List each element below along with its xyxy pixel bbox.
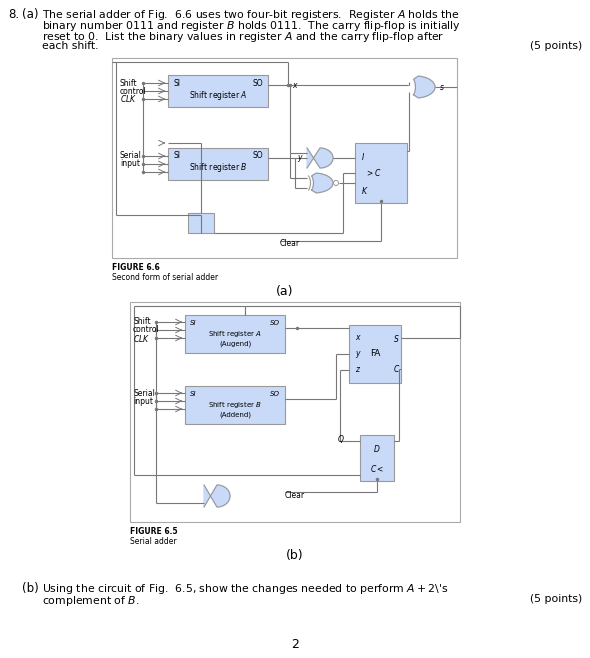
Text: $y$: $y$ xyxy=(355,349,362,359)
Bar xyxy=(185,386,285,424)
Text: reset to 0.  List the binary values in register $A$ and the carry flip-flop afte: reset to 0. List the binary values in re… xyxy=(42,30,444,44)
Bar xyxy=(130,302,460,522)
Text: Serial: Serial xyxy=(133,388,155,397)
Text: $C$: $C$ xyxy=(393,363,400,374)
Text: $y$: $y$ xyxy=(297,153,304,163)
Polygon shape xyxy=(414,76,435,98)
Text: $Q$: $Q$ xyxy=(337,433,345,445)
Bar xyxy=(360,435,394,481)
Text: $K$: $K$ xyxy=(361,184,369,195)
Text: (a): (a) xyxy=(22,8,38,21)
Text: $s$: $s$ xyxy=(439,82,445,91)
Text: FA: FA xyxy=(370,349,380,359)
Text: $x$: $x$ xyxy=(355,334,362,343)
Text: binary number 0111 and register $B$ holds 0111.  The carry flip-flop is initiall: binary number 0111 and register $B$ hold… xyxy=(42,19,461,33)
Text: (Addend): (Addend) xyxy=(219,412,251,418)
Text: FIGURE 6.6: FIGURE 6.6 xyxy=(112,263,160,272)
Text: SO: SO xyxy=(270,320,280,326)
Text: $>C$: $>C$ xyxy=(365,168,382,178)
Text: FIGURE 6.5: FIGURE 6.5 xyxy=(130,528,178,536)
Text: $x$: $x$ xyxy=(292,80,299,89)
Text: SI: SI xyxy=(190,320,196,326)
Text: Clear: Clear xyxy=(280,240,300,249)
Text: Clear: Clear xyxy=(285,490,305,499)
Circle shape xyxy=(333,180,339,186)
Text: Shift register $A$: Shift register $A$ xyxy=(189,88,247,101)
Text: (b): (b) xyxy=(286,549,304,563)
Text: $S$: $S$ xyxy=(393,332,399,343)
Text: (b): (b) xyxy=(22,582,39,595)
Text: Shift: Shift xyxy=(120,78,137,88)
Text: Shift register $A$: Shift register $A$ xyxy=(208,329,262,339)
Text: each shift.: each shift. xyxy=(42,41,99,51)
Text: SO: SO xyxy=(270,391,280,397)
Text: SI: SI xyxy=(190,391,196,397)
Text: $CLK$: $CLK$ xyxy=(120,93,137,105)
Text: control: control xyxy=(133,326,160,334)
Text: Serial adder: Serial adder xyxy=(130,536,176,545)
Text: $CLK$: $CLK$ xyxy=(133,332,150,343)
Bar xyxy=(185,315,285,353)
Text: Using the circuit of Fig.  6.5, show the changes needed to perform $A + 2$\'s: Using the circuit of Fig. 6.5, show the … xyxy=(42,582,448,596)
Bar xyxy=(355,143,407,203)
Text: 8.: 8. xyxy=(8,8,19,21)
Polygon shape xyxy=(307,148,333,168)
Text: SI: SI xyxy=(173,78,180,88)
Text: $z$: $z$ xyxy=(355,365,361,374)
Text: Shift register $B$: Shift register $B$ xyxy=(189,161,247,174)
Text: (a): (a) xyxy=(276,286,293,299)
Text: $C<$: $C<$ xyxy=(370,463,384,474)
Text: (Augend): (Augend) xyxy=(219,341,251,347)
Text: input: input xyxy=(133,397,153,405)
Text: (5 points): (5 points) xyxy=(530,41,582,51)
Text: SO: SO xyxy=(253,78,263,88)
Text: SI: SI xyxy=(173,151,180,161)
Text: The serial adder of Fig.  6.6 uses two four-bit registers.  Register $A$ holds t: The serial adder of Fig. 6.6 uses two fo… xyxy=(42,8,460,22)
Text: Shift: Shift xyxy=(133,318,150,326)
Polygon shape xyxy=(312,173,333,193)
Text: Shift register $B$: Shift register $B$ xyxy=(208,400,262,410)
Text: 2: 2 xyxy=(291,638,299,651)
Text: input: input xyxy=(120,159,140,168)
Bar xyxy=(112,58,457,258)
Bar xyxy=(188,213,214,233)
Text: SO: SO xyxy=(253,151,263,161)
Text: $I$: $I$ xyxy=(361,151,365,163)
Text: $D$: $D$ xyxy=(373,443,381,455)
Text: Serial: Serial xyxy=(120,151,142,161)
Text: (5 points): (5 points) xyxy=(530,594,582,604)
Bar xyxy=(168,148,268,180)
Polygon shape xyxy=(204,485,230,507)
Text: complement of $B$.: complement of $B$. xyxy=(42,594,139,608)
Text: Second form of serial adder: Second form of serial adder xyxy=(112,272,218,282)
Text: control: control xyxy=(120,86,147,95)
Bar xyxy=(349,325,401,383)
Bar xyxy=(168,75,268,107)
